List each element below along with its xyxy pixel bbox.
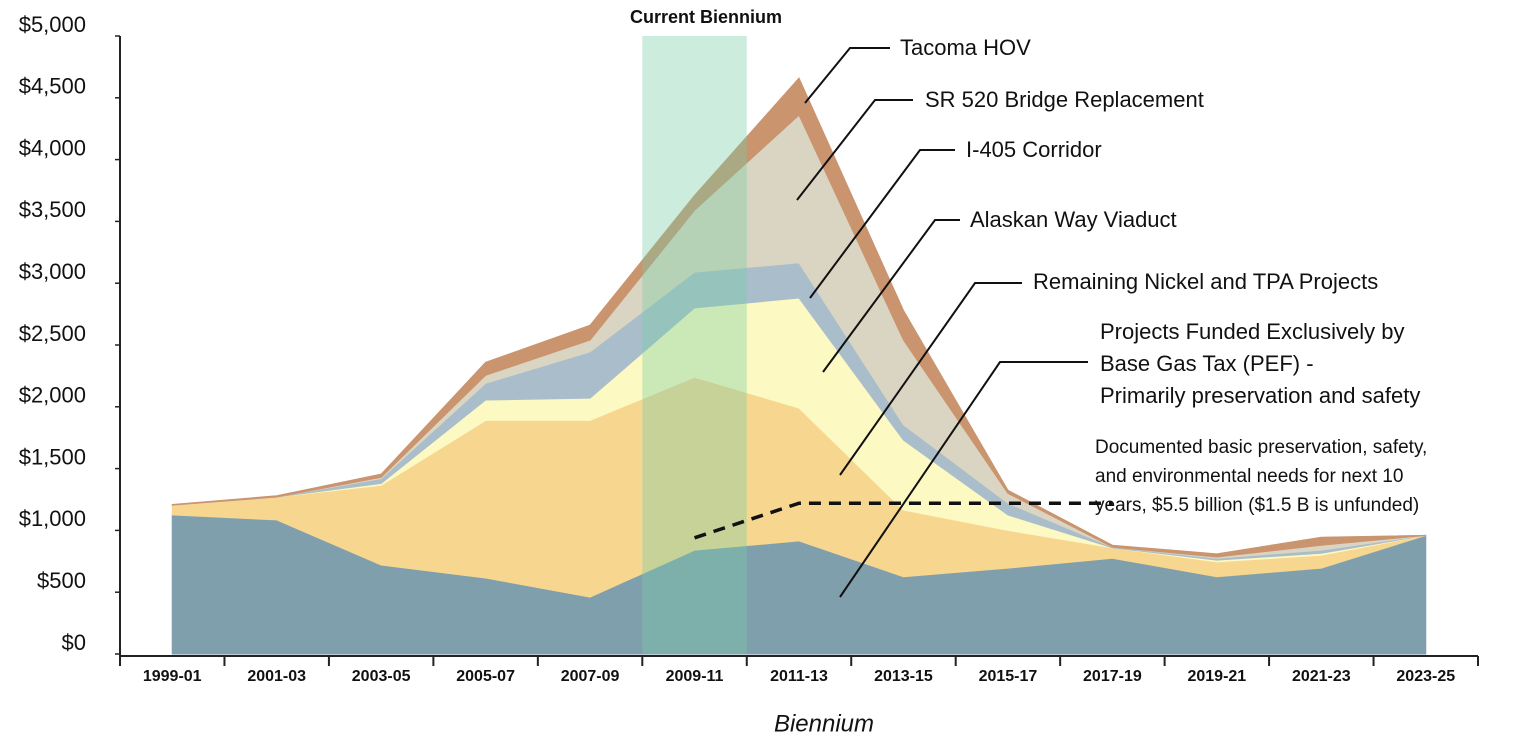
x-tick-label: 2011-13 — [770, 668, 828, 685]
y-tick-label: $1,500 — [19, 444, 86, 469]
x-tick-label: 2009-11 — [666, 668, 724, 685]
y-tick-label: $1,000 — [19, 506, 86, 531]
series-label: Alaskan Way Viaduct — [970, 207, 1177, 232]
x-tick-label: 2001-03 — [247, 668, 306, 685]
y-tick-label: $5,000 — [19, 12, 86, 37]
highlight-band — [642, 36, 747, 654]
note: Documented basic preservation, safety, a… — [1095, 437, 1433, 516]
x-tick-label: 1999-01 — [143, 668, 202, 685]
x-tick-label: 2003-05 — [352, 668, 411, 685]
highlight-label: Current Biennium — [630, 7, 782, 27]
series-label: I-405 Corridor — [966, 137, 1102, 162]
y-tick-label: $3,000 — [19, 259, 86, 284]
series-label: Remaining Nickel and TPA Projects — [1033, 269, 1378, 294]
leader-line — [804, 47, 890, 104]
y-tick-label: $0 — [62, 630, 86, 655]
y-tick-label: $500 — [37, 568, 86, 593]
leader-line — [796, 99, 913, 201]
leader-line — [839, 282, 1022, 476]
x-tick-label: 2005-07 — [456, 668, 515, 685]
y-tick-label: $4,500 — [19, 74, 86, 99]
x-tick-label: 2021-23 — [1292, 668, 1351, 685]
series-label: SR 520 Bridge Replacement — [925, 87, 1204, 112]
area — [171, 77, 1426, 558]
y-tick-label: $2,000 — [19, 383, 86, 408]
y-tick-label: $4,000 — [19, 135, 86, 160]
x-tick-label: 2015-17 — [979, 668, 1038, 685]
x-axis-title: Biennium — [774, 710, 874, 737]
leader-line — [839, 361, 1088, 598]
series-label: Projects Funded Exclusively by Base Gas … — [1100, 319, 1420, 408]
x-tick-label: 2023-25 — [1396, 668, 1455, 685]
leader-line — [822, 219, 960, 373]
y-tick-label: $3,500 — [19, 197, 86, 222]
x-tick-label: 2013-15 — [874, 668, 933, 685]
x-tick-label: 2017-19 — [1083, 668, 1142, 685]
x-tick-label: 2019-21 — [1187, 668, 1246, 685]
x-tick-label: 2007-09 — [561, 668, 620, 685]
leader-line — [809, 149, 955, 299]
series-label: Tacoma HOV — [900, 35, 1031, 60]
y-tick-label: $2,500 — [19, 321, 86, 346]
